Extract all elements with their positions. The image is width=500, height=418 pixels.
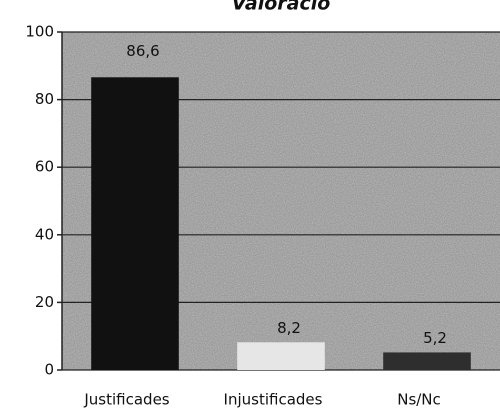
y-tick-label: 20	[35, 293, 54, 311]
y-tick-label: 60	[35, 158, 54, 176]
y-tick-label: 0	[44, 361, 54, 379]
data-label: 8,2	[277, 319, 301, 337]
bar	[91, 77, 179, 371]
x-tick-label: Justificades	[83, 391, 169, 409]
x-tick-label: Injustificades	[224, 391, 323, 409]
chart-title: Valoració	[232, 0, 331, 15]
data-label: 5,2	[423, 329, 447, 347]
y-tick-label: 40	[35, 225, 54, 243]
data-label: 86,6	[126, 42, 159, 60]
bar	[237, 342, 325, 370]
y-tick-label: 100	[25, 23, 54, 41]
bar	[383, 352, 471, 370]
y-tick-label: 80	[35, 90, 54, 108]
x-tick-label: Ns/Nc	[397, 391, 441, 409]
